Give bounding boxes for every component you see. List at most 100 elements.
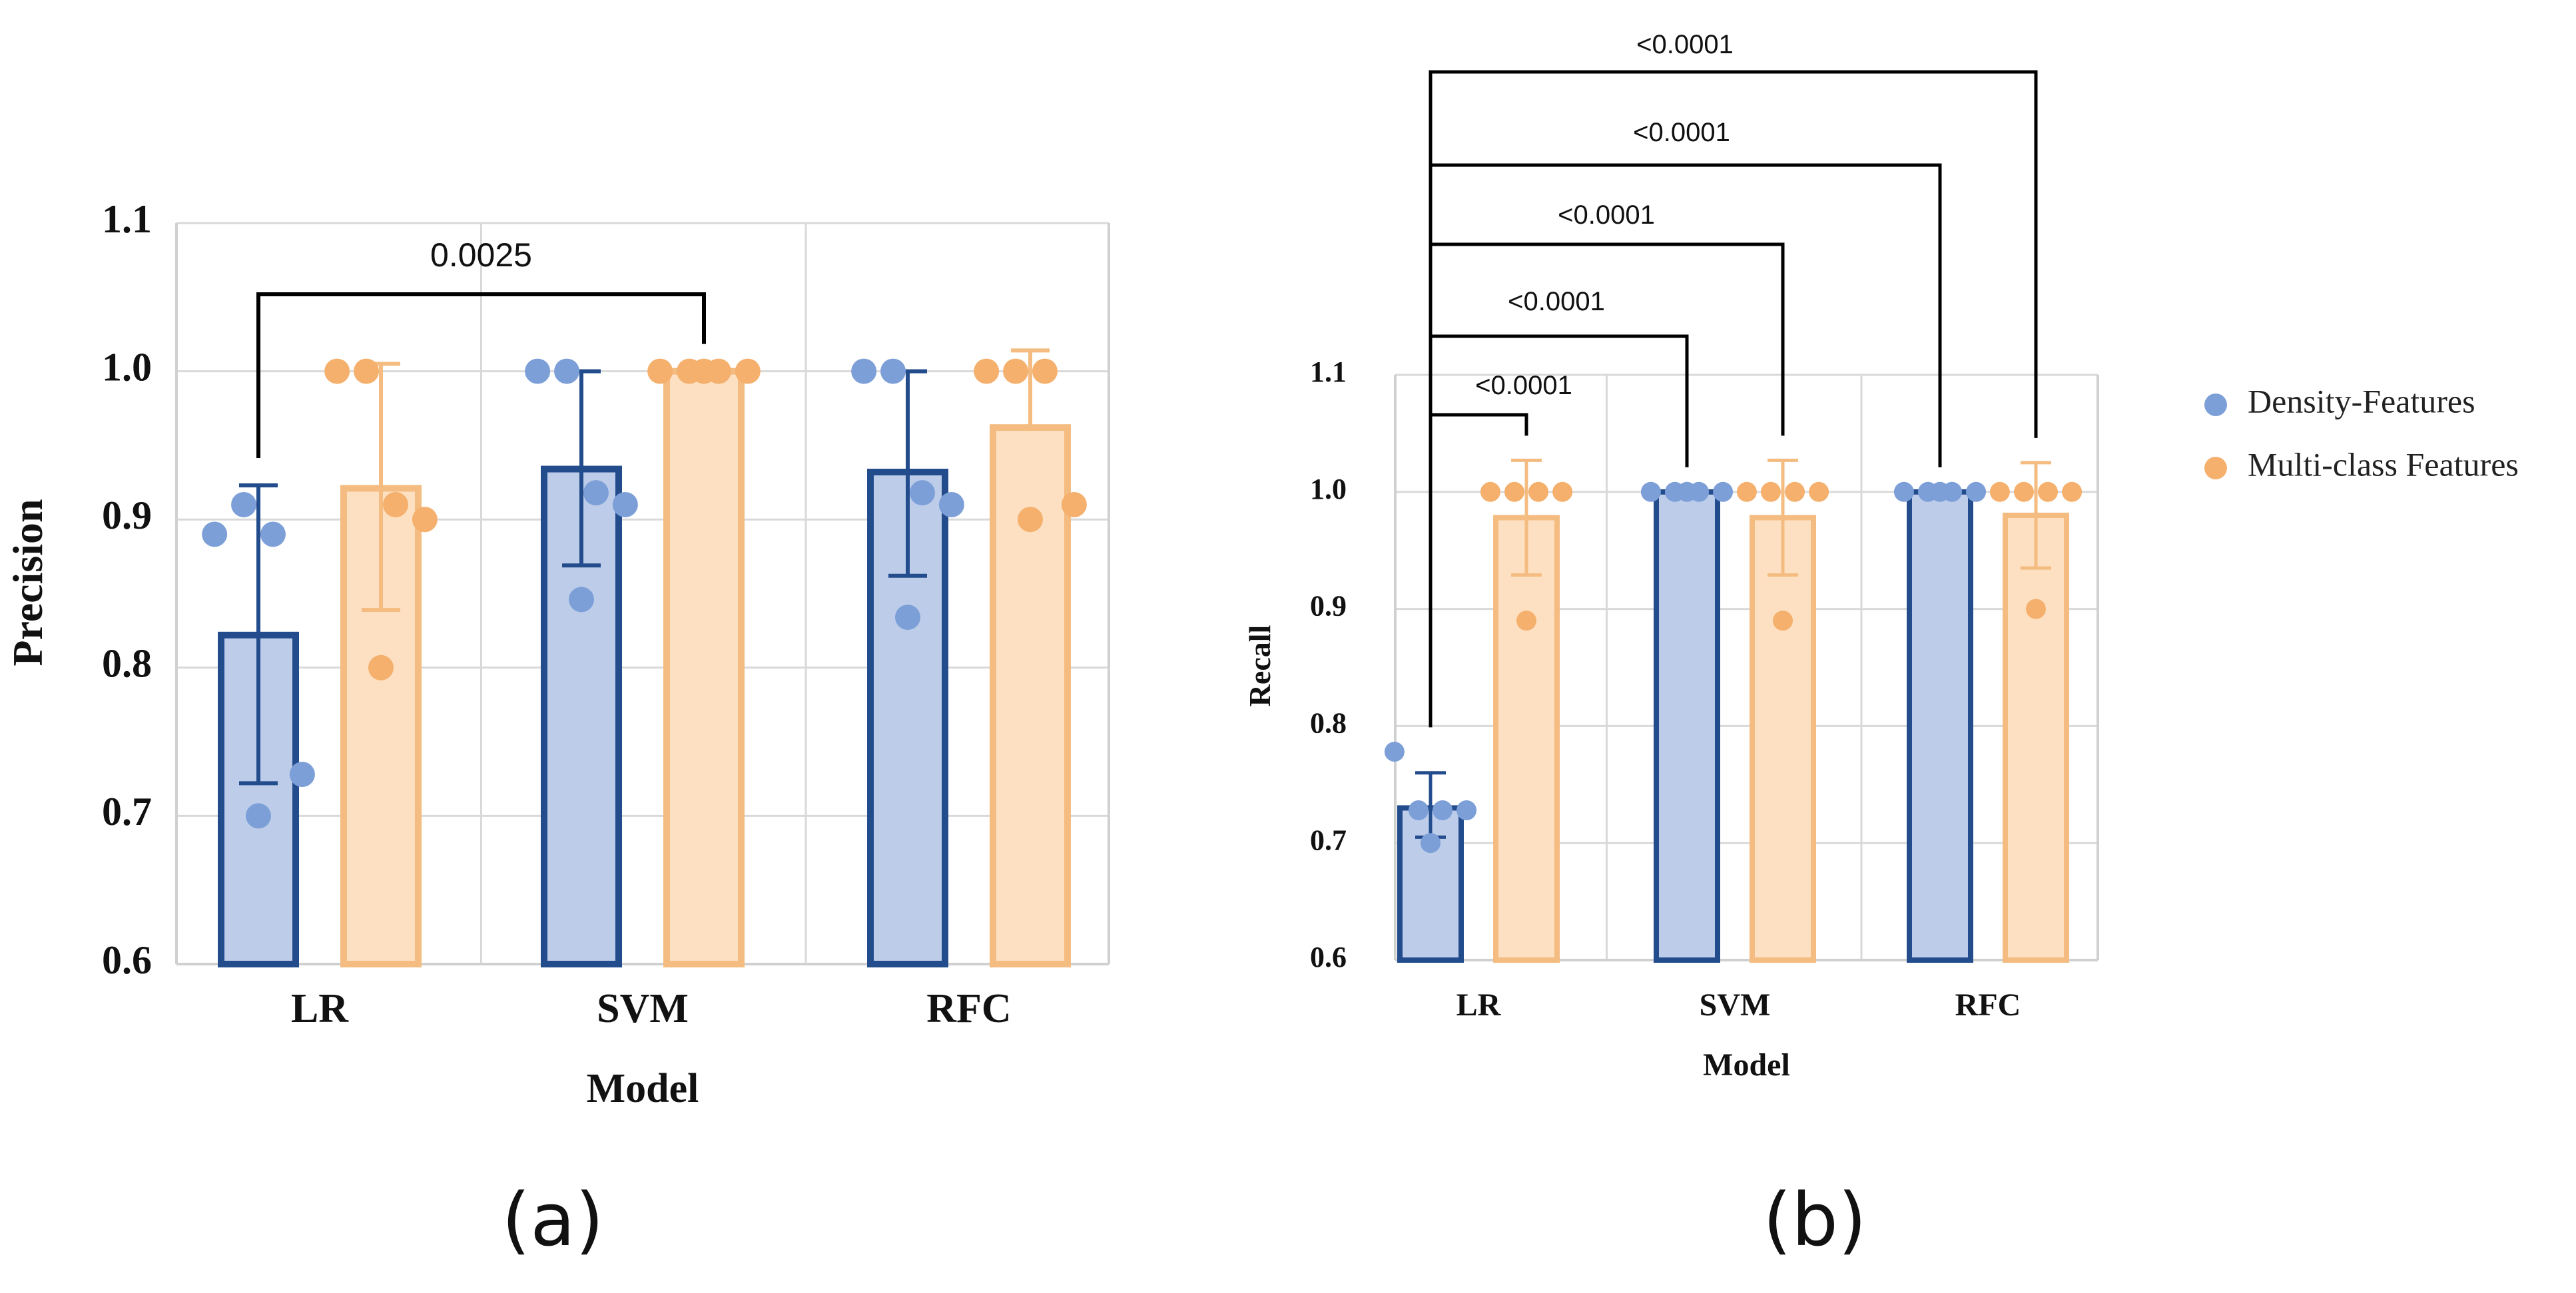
series-density-features — [1384, 481, 1987, 963]
bar-svm — [1750, 515, 1816, 963]
data-point — [1032, 358, 1058, 384]
legend-item-density-features: Density-Features — [2204, 382, 2475, 419]
data-point — [1713, 481, 1734, 502]
y-tick-label: 0.6 — [1310, 941, 1347, 973]
data-point — [289, 762, 315, 788]
bar-lr — [1493, 515, 1560, 963]
data-point — [2013, 481, 2034, 502]
data-point — [1421, 833, 1441, 854]
data-point — [202, 521, 228, 547]
data-point — [1456, 800, 1477, 820]
data-point — [1408, 800, 1429, 820]
p-value-label: <0.0001 — [1508, 287, 1605, 316]
y-tick-label: 0.8 — [102, 642, 152, 686]
legend-label: Density-Features — [2248, 382, 2475, 419]
panel-label: (b) — [1763, 1177, 1867, 1262]
data-point — [612, 491, 638, 517]
data-point — [974, 358, 1000, 384]
bracket-line — [256, 292, 706, 459]
y-tick-label: 0.8 — [1310, 706, 1347, 739]
x-tick-label: RFC — [1955, 987, 2021, 1023]
data-point — [382, 491, 408, 517]
data-point — [735, 358, 761, 384]
data-point — [1736, 481, 1757, 502]
p-value-label: 0.0025 — [430, 236, 532, 274]
x-tick-label: SVM — [1700, 987, 1771, 1023]
x-axis-title: Model — [1703, 1047, 1790, 1083]
x-tick-label: RFC — [926, 986, 1011, 1031]
error-bar — [1011, 348, 1050, 430]
data-point — [525, 358, 551, 384]
legend-label: Multi-class Features — [2248, 445, 2519, 483]
data-point — [260, 521, 286, 547]
significance-brackets: 0.0025 — [256, 236, 706, 459]
legend: Density-Features Multi-class Features — [2204, 382, 2519, 483]
y-tick-label: 1.0 — [1310, 473, 1347, 505]
p-value-label: <0.0001 — [1636, 30, 1734, 59]
significance-brackets: <0.0001 <0.0001 <0.0001 <0.0001 <0.0001 — [1429, 30, 2038, 728]
data-point — [909, 480, 935, 506]
data-point — [1480, 481, 1500, 502]
y-axis-title: Recall — [1243, 625, 1277, 707]
bar-rfc — [2003, 512, 2069, 963]
significance-bracket: <0.0001 — [1429, 30, 2038, 728]
data-point — [880, 358, 906, 384]
p-value-label: <0.0001 — [1633, 118, 1730, 147]
data-point — [1966, 481, 1987, 502]
data-point — [1760, 481, 1781, 502]
data-point — [938, 491, 964, 517]
data-point — [1384, 742, 1405, 762]
data-point — [2062, 481, 2083, 502]
y-tick-label: 0.7 — [102, 790, 152, 834]
error-bar — [239, 483, 278, 786]
data-point — [1528, 481, 1549, 502]
data-point — [1640, 481, 1661, 502]
y-tick-label: 0.7 — [1310, 824, 1347, 856]
error-bar — [1768, 458, 1798, 577]
data-point — [691, 358, 717, 384]
bar-lr — [340, 485, 422, 967]
data-point — [1504, 481, 1524, 502]
bar-svm — [1654, 489, 1720, 963]
data-point — [368, 654, 394, 680]
data-point — [1018, 507, 1043, 533]
data-point — [851, 358, 877, 384]
x-axis-title: Model — [587, 1066, 699, 1111]
series-multi-class-features — [1480, 458, 2083, 963]
data-point — [1773, 611, 1793, 631]
y-tick-label: 1.1 — [102, 197, 152, 241]
data-point — [583, 480, 609, 506]
bracket-line — [1429, 70, 2038, 728]
error-bar — [2021, 461, 2051, 570]
panel-label: (a) — [501, 1177, 603, 1262]
data-point — [354, 358, 380, 384]
series-multi-class-features — [324, 348, 1087, 967]
y-tick-label: 1.1 — [1310, 356, 1347, 388]
data-point — [554, 358, 580, 384]
data-point — [412, 507, 438, 533]
legend-marker — [2204, 457, 2227, 479]
bar-rfc — [1907, 489, 1973, 963]
data-point — [1552, 481, 1573, 502]
data-point — [1003, 358, 1029, 384]
data-point — [647, 358, 673, 384]
gridlines — [176, 222, 1109, 965]
p-value-label: <0.0001 — [1475, 371, 1572, 400]
y-tick-label: 1.0 — [102, 345, 152, 389]
y-tick-label: 0.6 — [102, 938, 152, 982]
data-point — [569, 587, 594, 613]
data-point — [895, 605, 920, 631]
data-point — [2026, 599, 2046, 619]
x-tick-label: LR — [291, 986, 349, 1031]
data-point — [231, 491, 257, 517]
data-point — [1516, 611, 1536, 631]
x-tick-label: LR — [1456, 987, 1502, 1023]
data-point — [324, 358, 350, 384]
legend-marker — [2204, 393, 2227, 416]
bar-svm — [663, 368, 745, 967]
data-point — [1930, 481, 1950, 502]
data-point — [2038, 481, 2059, 502]
data-point — [1785, 481, 1805, 502]
error-bar — [1511, 458, 1542, 577]
